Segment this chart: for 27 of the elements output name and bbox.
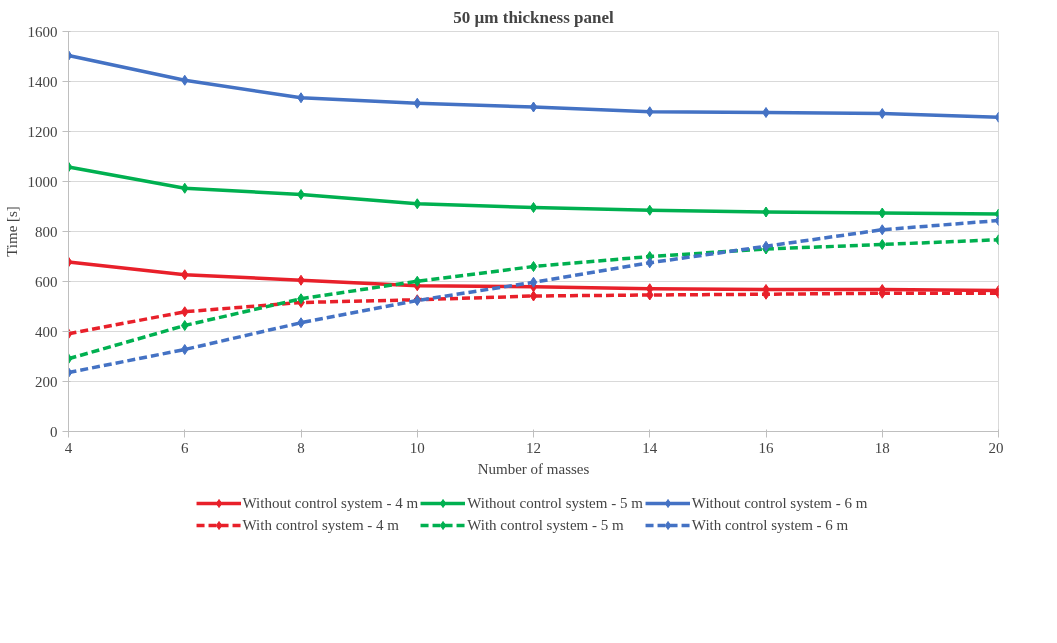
x-tick-label: 12 xyxy=(526,439,541,456)
x-axis-title: Number of masses xyxy=(477,460,590,477)
y-tick-label: 200 xyxy=(35,373,58,390)
y-tick-label: 1600 xyxy=(27,23,58,40)
x-tick-label: 10 xyxy=(409,439,425,456)
legend-label: Without control system - 4 m xyxy=(242,494,419,512)
x-tick-label: 20 xyxy=(988,439,1004,456)
legend-label: With control system - 6 m xyxy=(691,516,849,534)
x-tick-label: 8 xyxy=(297,439,305,456)
x-tick-label: 4 xyxy=(64,439,73,456)
x-tick-label: 18 xyxy=(874,439,890,456)
y-axis-title: Time [s] xyxy=(3,206,20,257)
y-tick-label: 1200 xyxy=(27,123,58,140)
y-tick-label: 0 xyxy=(50,423,58,440)
legend-label: Without control system - 5 m xyxy=(467,494,643,512)
x-tick-label: 16 xyxy=(758,439,774,456)
x-tick-label: 6 xyxy=(181,439,189,456)
x-tick-label: 14 xyxy=(642,439,658,456)
legend-label: Without control system - 6 m xyxy=(691,494,868,512)
chart-title: 50 µm thickness panel xyxy=(453,7,614,27)
y-tick-label: 1400 xyxy=(27,73,58,90)
y-tick-label: 1000 xyxy=(27,173,58,190)
y-tick-label: 800 xyxy=(35,223,58,240)
y-tick-label: 400 xyxy=(35,323,58,340)
legend-label: With control system - 5 m xyxy=(467,516,624,534)
legend-label: With control system - 4 m xyxy=(242,516,400,534)
y-tick-label: 600 xyxy=(35,273,58,290)
